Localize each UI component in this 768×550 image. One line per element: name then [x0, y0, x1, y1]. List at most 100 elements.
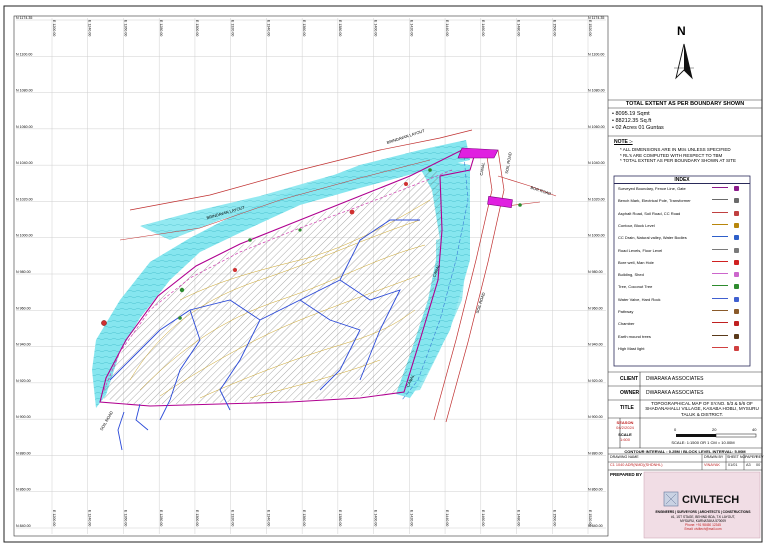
index-item-label: High Mast light — [618, 345, 645, 351]
index-item-label: Earth mound trees — [618, 333, 651, 339]
northing-label: N 1000.00 — [16, 234, 33, 238]
client-label: CLIENT — [620, 376, 639, 382]
index-item-symbol — [712, 310, 728, 315]
index-item-symbol — [712, 211, 728, 217]
map-frame — [13, 15, 609, 537]
water-area-upper — [140, 150, 440, 240]
season-label: SEASON — [616, 420, 634, 425]
northing-labels-right: N 1174.35 N 1100.00 N 1080.00 N 1060.00 N 10… — [588, 16, 605, 528]
northing-label: N 960.00 — [16, 306, 31, 310]
index-item-symbol — [712, 285, 728, 290]
index-item-swatch — [734, 259, 739, 265]
easting-label: E 1280.00 — [159, 20, 163, 36]
index-item-label: Tree, Coconut Tree — [618, 284, 653, 290]
index-item-swatch — [734, 321, 739, 327]
easting-label: E 1400.00 — [374, 20, 378, 36]
index-item-swatch — [734, 210, 739, 216]
index-item-symbol — [712, 346, 728, 352]
north-label: N — [677, 24, 686, 38]
northing-label: N 1100.00 — [16, 52, 32, 56]
northing-label: N 840.00 — [16, 524, 31, 528]
index-item-label: Water Valve, Hard Rock — [618, 296, 661, 302]
easting-label-bottom: E 1440.00 — [445, 510, 449, 526]
easting-label: E 1380.00 — [338, 20, 342, 36]
easting-label: E 1420.00 — [409, 20, 413, 36]
header-drawing-name: DRAWING NAME — [610, 455, 639, 459]
northing-label-right: N 880.00 — [588, 451, 603, 455]
soil-road-east — [497, 175, 557, 197]
index-item-swatch — [734, 272, 739, 278]
contour-interval: CONTOUR INTERVAL : 0.25M / BLOCK LEVEL I… — [624, 449, 746, 454]
index-item-label: Bore well, Man Hole — [618, 259, 654, 265]
northing-label-right: N 1100.00 — [588, 52, 604, 56]
northing-label-right: N 860.00 — [588, 488, 603, 492]
index-item-label: Surveyed Boundary, Fence Line, Gate — [618, 186, 686, 191]
easting-label: E 1500.00 — [552, 20, 556, 36]
fence-line — [103, 169, 453, 391]
northing-label-right: N 980.00 — [588, 270, 603, 274]
index-item-symbol — [712, 236, 728, 241]
extent-acres: • 02 Acres 01 Guntas — [612, 125, 664, 131]
index-item-swatch — [734, 296, 739, 302]
index-item-swatch — [734, 235, 739, 241]
easting-label-bottom: E 1380.00 — [338, 510, 342, 526]
northing-label: N 920.00 — [16, 379, 31, 383]
gate-north — [457, 147, 499, 159]
northing-label: N 1040.00 — [16, 161, 33, 165]
easting-label-bottom: E 1200.00 — [52, 510, 56, 526]
surveyed-boundary — [99, 149, 477, 407]
scale-text: SCALE: 1:1500 OR 1 CM = 10.00M — [671, 440, 735, 445]
easting-label: E 1300.00 — [195, 20, 199, 36]
season-value: 04/2/2024 — [616, 425, 634, 430]
address-line: Email: civiltech@mail.com — [684, 527, 722, 531]
scale-tick-20: 20 — [712, 427, 717, 432]
easting-label-bottom: E 1240.00 — [88, 510, 92, 526]
company-address: #1, 1ST STAGE, BEHIND BDA, T.K LAYOUT, M… — [648, 515, 758, 531]
notes-list: * ALL DIMENSIONS ARE IN Mtrs UNLESS SPEC… — [620, 147, 760, 164]
northing-label: N 860.00 — [16, 488, 31, 492]
title-label: TITLE — [620, 405, 634, 411]
easting-labels: E 1200.00 E 1200.00 E 1240.00 E 1240.00 E 12… — [52, 20, 592, 526]
index-item-symbol — [712, 248, 728, 254]
northing-label: N 1174.35 — [16, 16, 32, 20]
scale-label: SCALE — [618, 432, 632, 437]
northing-label-right: N 840.00 — [588, 524, 603, 528]
northing-label: N 880.00 — [16, 451, 31, 455]
value-sheet-no: 01/01 — [728, 463, 738, 467]
scale-value: 1:600 — [619, 437, 630, 442]
index-item-label: Chamber — [618, 321, 635, 327]
easting-label-bottom: E 1520.00 — [588, 510, 592, 526]
company-tagline: ENGINEERS | SURVEYORS | ARCHITECTS | CON… — [655, 510, 751, 514]
easting-label: E 1480.00 — [517, 20, 521, 36]
easting-label-bottom: E 1260.00 — [123, 510, 127, 526]
index-item-label: CC Drain, Natural valley, Water Bodies — [618, 235, 687, 241]
gate-east — [487, 196, 513, 208]
owner-value: DWARAKA ASSOCIATES — [646, 390, 704, 396]
index-item-swatch — [734, 198, 739, 204]
scale-bar — [676, 433, 757, 438]
index-item-swatch — [734, 284, 739, 290]
index-item-label: Contour, Block Level — [618, 222, 655, 228]
easting-label-bottom: E 1420.00 — [409, 510, 413, 526]
northing-label-right: N 1060.00 — [588, 125, 605, 129]
index-item-symbol — [712, 260, 728, 266]
value-rev: 00 — [756, 463, 761, 467]
easting-label-bottom: E 1340.00 — [266, 510, 270, 526]
easting-label: E 1260.00 — [123, 20, 127, 36]
north-arrow — [674, 43, 694, 80]
scale-tick-0: 0 — [674, 427, 677, 432]
index-item-label: Building, Shed — [618, 272, 644, 278]
index-item-swatch — [734, 247, 739, 253]
northing-labels-left: N 1174.35 N 1100.00 N 1080.00 N 1060.00 N 10… — [16, 16, 33, 528]
season-scale-block: SEASON 04/2/2024 SCALE 1:600 — [610, 420, 640, 442]
note-item: * TOTAL EXTENT AS PER BOUNDARY SHOWN AT … — [620, 158, 736, 164]
prepared-by-label: PREPARED BY — [610, 472, 643, 477]
easting-label: E 1340.00 — [266, 20, 270, 36]
northing-label-right: N 1000.00 — [588, 234, 605, 238]
easting-label-bottom: E 1400.00 — [374, 510, 378, 526]
easting-label: E 1360.00 — [302, 20, 306, 36]
easting-label: E 1520.00 — [588, 20, 592, 36]
easting-label-bottom: E 1480.00 — [517, 510, 521, 526]
index-item-symbol — [712, 322, 728, 327]
